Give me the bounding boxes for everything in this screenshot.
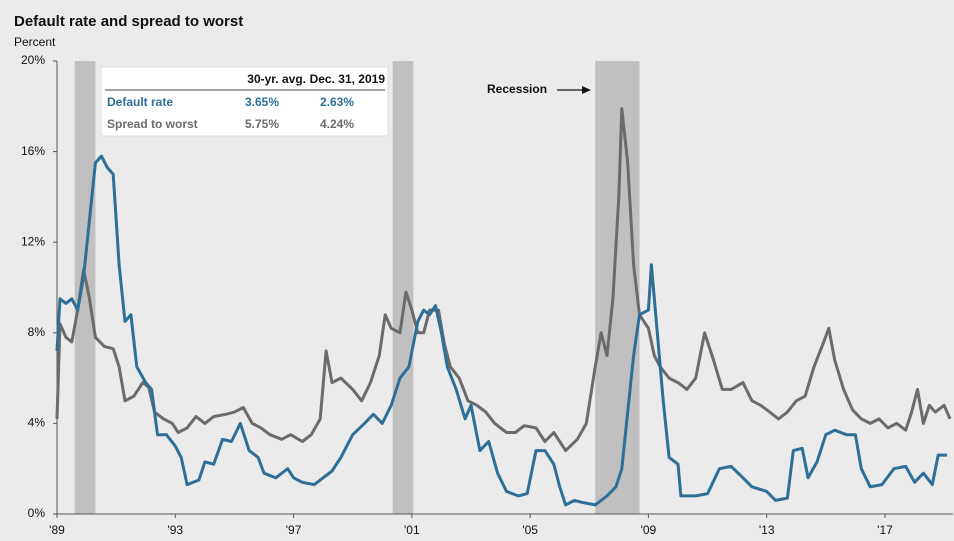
recession-band: [595, 61, 640, 514]
y-tick-label: 0%: [28, 506, 46, 520]
table-cell: 4.24%: [320, 117, 354, 131]
x-tick-label: '09: [641, 523, 657, 537]
y-tick-label: 12%: [21, 234, 45, 248]
x-tick-label: '93: [167, 523, 183, 537]
series-line: [55, 154, 948, 507]
series-line: [55, 107, 952, 453]
inset-table: [100, 66, 389, 137]
x-tick-label: '01: [404, 523, 420, 537]
x-tick-label: '97: [286, 523, 302, 537]
annotation-arrowhead: [582, 86, 591, 94]
x-tick-label: '17: [877, 523, 893, 537]
y-tick-label: 16%: [21, 144, 45, 158]
x-tick-label: '89: [49, 523, 65, 537]
annotation: Recession: [487, 82, 547, 96]
table-cell: 3.65%: [245, 95, 279, 109]
recession-band: [392, 61, 414, 514]
table-cell: 5.75%: [245, 117, 279, 131]
y-axis-label: Percent: [14, 35, 56, 49]
y-tick-label: 4%: [28, 416, 46, 430]
x-tick-label: '13: [759, 523, 775, 537]
recession-band: [74, 61, 96, 514]
table-row-label: Spread to worst: [107, 117, 198, 131]
table-header: Dec. 31, 2019: [310, 72, 386, 86]
table-row-label: Default rate: [107, 95, 173, 109]
table-cell: 2.63%: [320, 95, 354, 109]
x-tick-label: '05: [522, 523, 538, 537]
y-tick-label: 20%: [21, 53, 45, 67]
table-header: 30-yr. avg.: [247, 72, 306, 86]
chart-title: Default rate and spread to worst: [14, 13, 243, 30]
y-tick-label: 8%: [28, 325, 46, 339]
